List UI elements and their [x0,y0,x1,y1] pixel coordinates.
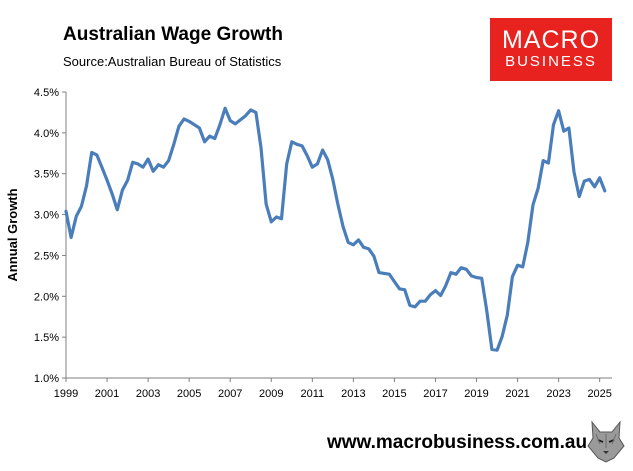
y-tick-label: 4.0% [34,128,59,140]
wolf-head-icon [586,418,626,463]
x-tick-label: 2019 [464,388,488,400]
x-tick-label: 2015 [382,388,406,400]
website-url: www.macrobusiness.com.au [327,432,588,453]
y-tick-label: 3.5% [34,169,59,181]
chart-source: Source:Australian Bureau of Statistics [63,54,282,69]
x-tick-label: 2003 [136,388,160,400]
y-tick-label: 2.0% [34,291,59,303]
logo-line1: MACRO [501,26,601,54]
y-tick-label: 1.0% [34,373,59,385]
x-tick-label: 2001 [95,388,119,400]
y-tick-label: 1.5% [34,332,59,344]
x-tick-label: 2009 [259,388,283,400]
series-line-wage-growth [64,106,607,352]
chart-title: Australian Wage Growth [63,24,283,45]
x-tick-label: 2017 [423,388,447,400]
x-tick-label: 2011 [300,388,324,400]
x-tick-label: 2021 [505,388,529,400]
x-tick-label: 1999 [54,388,78,400]
x-tick-label: 2013 [341,388,365,400]
x-tick-label: 2023 [546,388,570,400]
y-axis-label: Annual Growth [5,188,20,281]
logo-line2: BUSINESS [505,53,597,70]
macro-business-logo: MACRO BUSINESS [490,18,612,81]
y-tick-label: 3.0% [34,210,59,222]
y-tick-label: 2.5% [34,250,59,262]
x-tick-label: 2005 [177,388,201,400]
x-tick-label: 2025 [587,388,611,400]
y-tick-label: 4.5% [34,87,59,99]
x-tick-label: 2007 [218,388,242,400]
